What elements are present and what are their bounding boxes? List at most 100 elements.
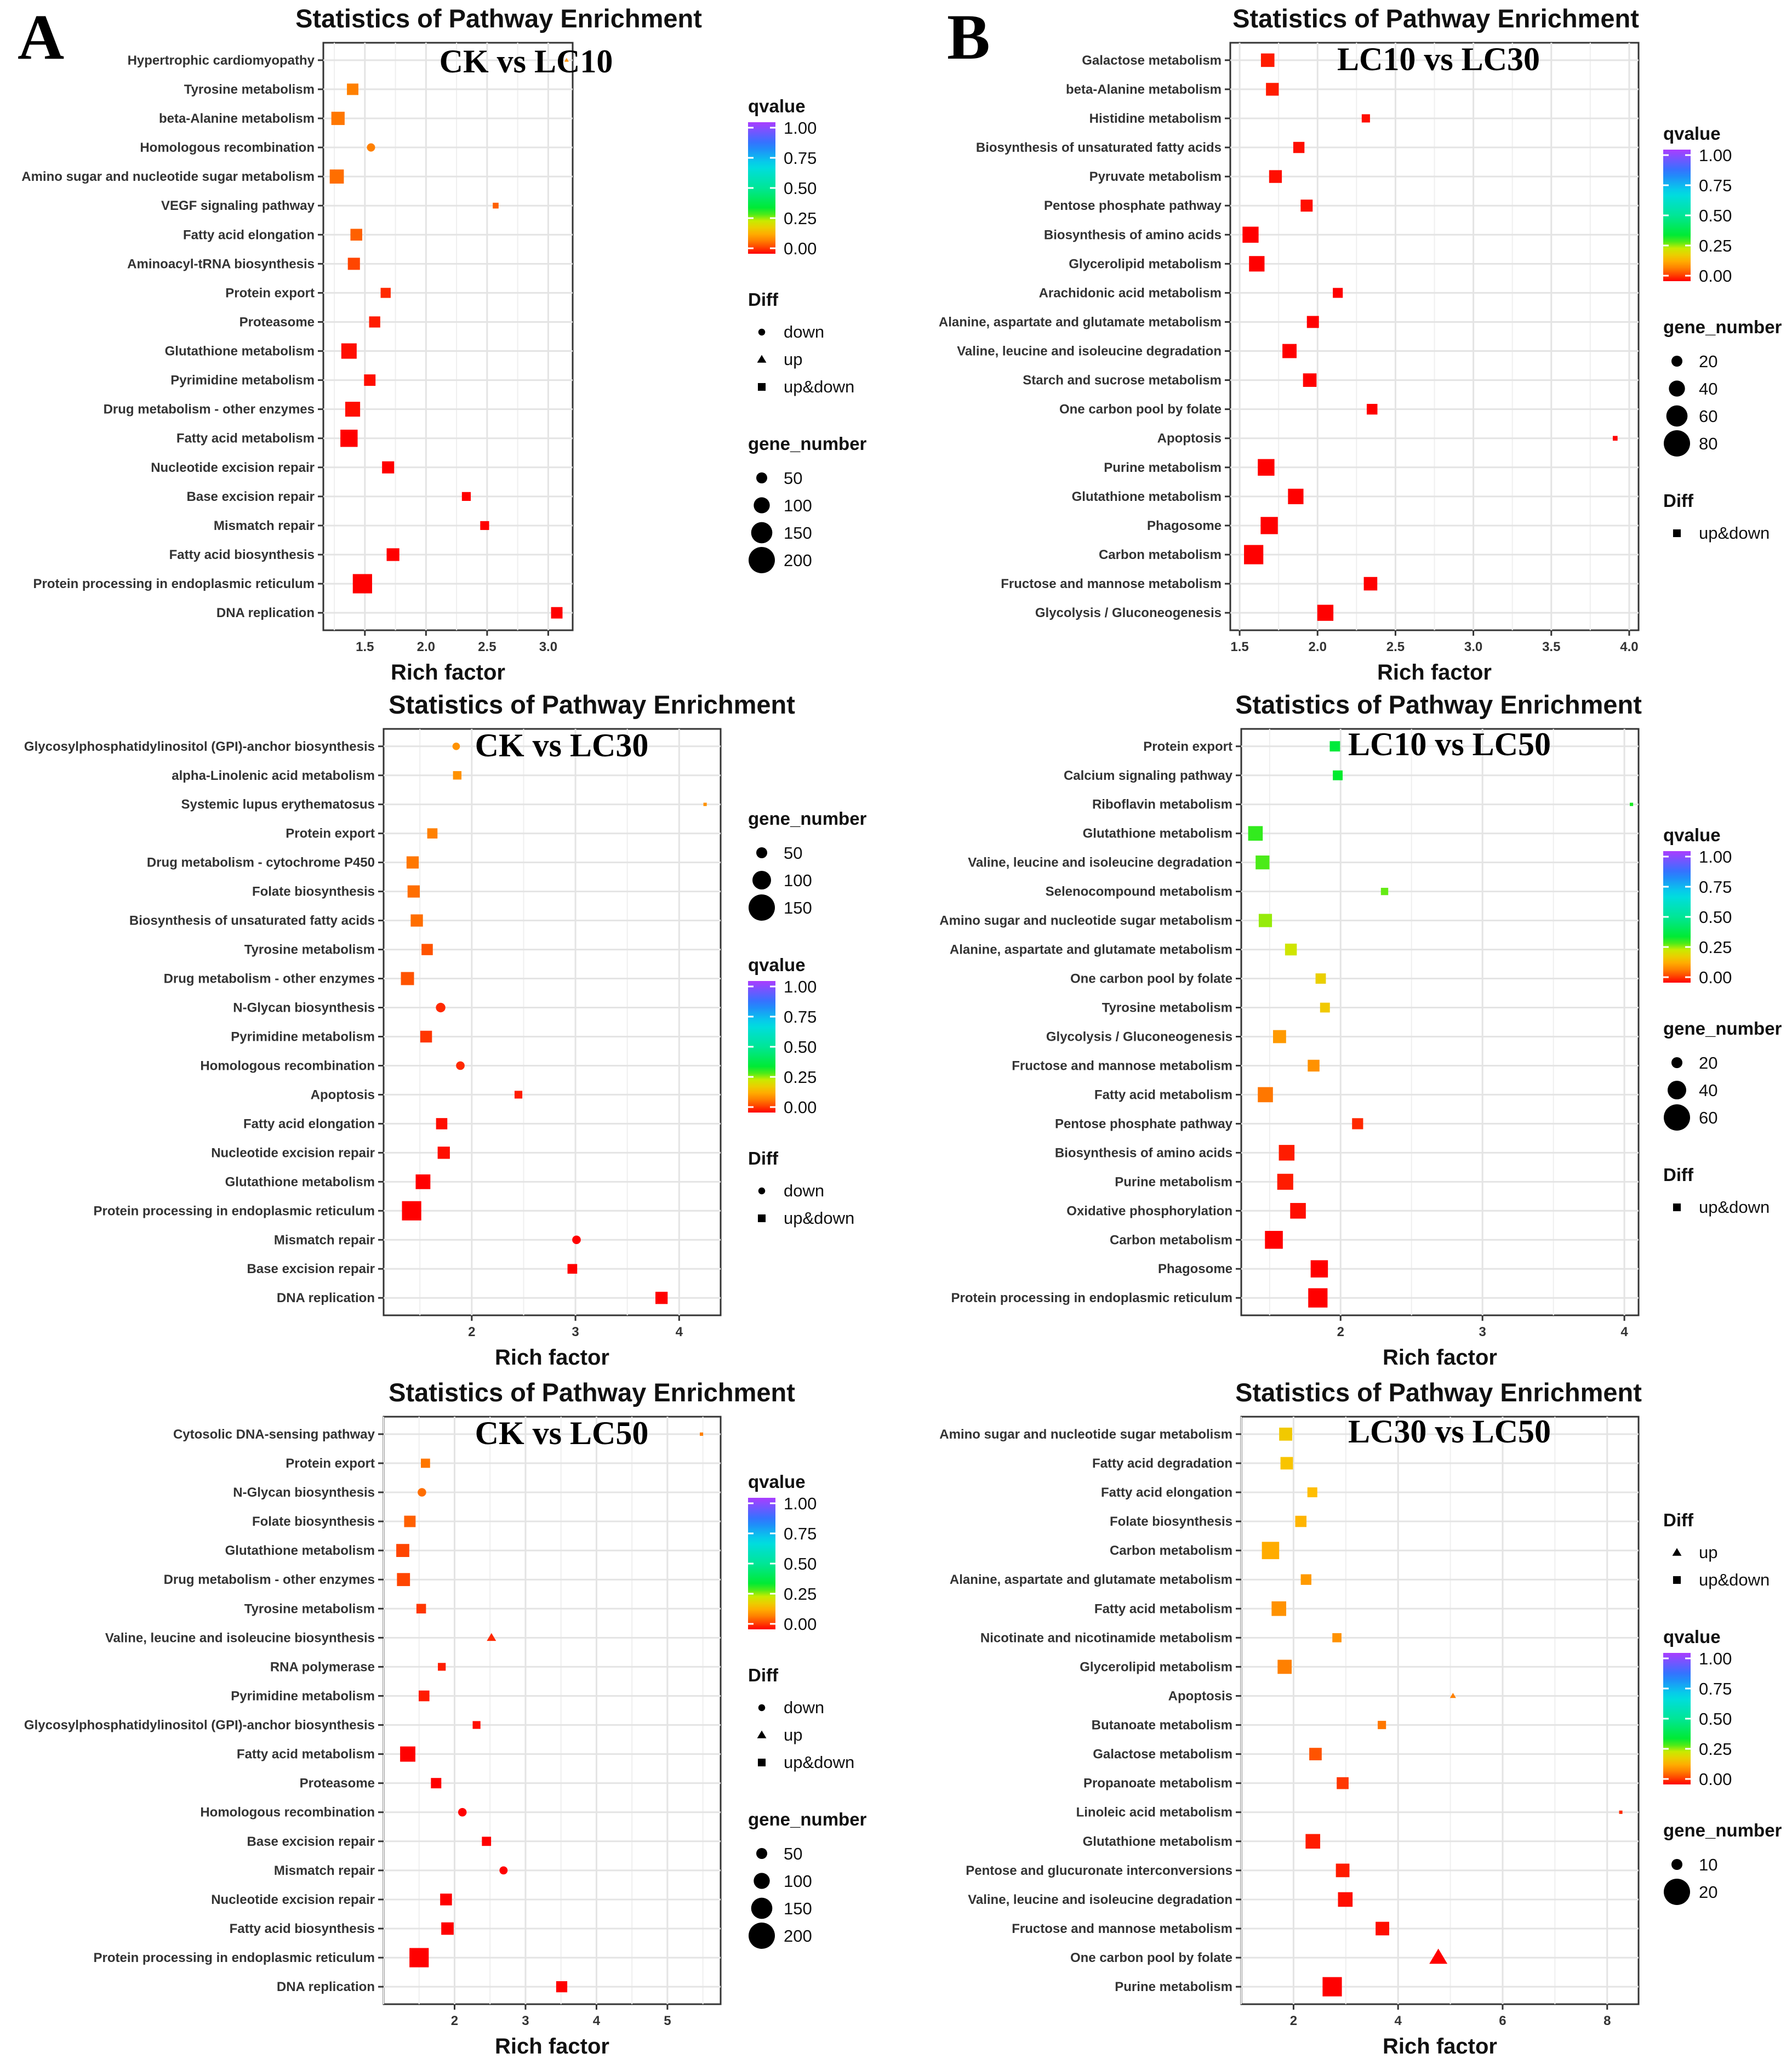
legend-marker-size [1664, 430, 1690, 457]
y-tick-label: Nucleotide excision repair [151, 460, 315, 475]
chart-title: Statistics of Pathway Enrichment [1235, 690, 1642, 719]
legend-marker-size [754, 497, 770, 514]
colorbar-tick-label: 0.50 [784, 179, 817, 198]
data-point [1333, 770, 1343, 780]
x-tick-label: 2 [1337, 1325, 1344, 1339]
x-tick-label: 2 [451, 2014, 458, 2028]
x-axis-label: Rich factor [495, 2034, 609, 2058]
data-point [1293, 141, 1305, 153]
data-point [347, 258, 360, 270]
y-tick-label: Fructose and mannose metabolism [1012, 1058, 1232, 1073]
y-tick-label: Fatty acid metabolism [176, 431, 315, 446]
data-point [1320, 1002, 1330, 1013]
data-point [453, 771, 462, 780]
legend-marker-size [749, 547, 775, 573]
data-point [1378, 1720, 1386, 1730]
data-point [1277, 1173, 1293, 1190]
y-tick-label: Proteasome [300, 1776, 375, 1791]
legend-label-size: 40 [1699, 379, 1717, 398]
x-tick-label: 8 [1603, 2014, 1611, 2028]
y-tick-label: Fatty acid degradation [1092, 1456, 1232, 1471]
colorbar-tick-label: 0.00 [1699, 1770, 1732, 1789]
y-tick-label: Fatty acid elongation [1101, 1485, 1232, 1500]
data-point [1262, 1542, 1280, 1559]
y-tick-label: Nucleotide excision repair [211, 1145, 375, 1160]
data-point [1333, 288, 1343, 298]
data-point [452, 742, 460, 750]
data-point [329, 169, 344, 184]
legend-title-qvalue: qvalue [748, 955, 806, 975]
data-point [1265, 1230, 1283, 1249]
y-tick-label: Alanine, aspartate and glutamate metabol… [939, 315, 1222, 329]
y-tick-label: Apoptosis [1168, 1689, 1232, 1703]
chart-panel-3: Glycosylphosphatidylinositol (GPI)-ancho… [24, 690, 867, 1370]
legend-marker-size [749, 1923, 775, 1949]
data-point [1300, 1574, 1311, 1585]
legend-title-gene-number: gene_number [1663, 1820, 1782, 1840]
x-tick-label: 2.0 [1309, 640, 1327, 654]
y-tick-label: Cytosolic DNA-sensing pathway [173, 1427, 375, 1442]
legend-label-diff: up [784, 350, 802, 369]
y-tick-label: Valine, leucine and isoleucine degradati… [968, 855, 1232, 870]
colorbar-tick-label: 0.25 [1699, 236, 1732, 255]
y-tick-label: Histidine metabolism [1089, 111, 1222, 126]
y-tick-label: Fatty acid metabolism [237, 1747, 375, 1762]
data-point [482, 1836, 492, 1846]
y-tick-label: Folate biosynthesis [252, 885, 375, 899]
data-point [499, 1866, 508, 1875]
legend-marker-diff [1673, 529, 1681, 538]
legend-label-diff: up&down [784, 377, 854, 396]
data-point [1630, 802, 1634, 806]
colorbar-tick-label: 0.25 [784, 209, 817, 228]
data-point [493, 202, 499, 209]
legend-label-size: 20 [1699, 352, 1717, 371]
y-tick-label: Protein export [1143, 739, 1232, 754]
y-tick-label: Mismatch repair [274, 1233, 375, 1247]
data-point [1337, 1777, 1349, 1789]
legend-label-size: 150 [784, 1899, 812, 1918]
data-point [1244, 545, 1264, 564]
data-point [472, 1721, 481, 1729]
y-tick-label: Carbon metabolism [1110, 1233, 1232, 1247]
y-tick-label: Linoleic acid metabolism [1076, 1805, 1232, 1820]
legend-marker-size [754, 1873, 770, 1889]
data-point [421, 944, 433, 955]
comparison-label: LC30 vs LC50 [1348, 1413, 1551, 1450]
legend-label-size: 200 [784, 551, 812, 570]
y-tick-label: Fructose and mannose metabolism [1012, 1921, 1232, 1936]
colorbar-tick-label: 0.25 [784, 1584, 817, 1604]
y-tick-label: Glutathione metabolism [225, 1543, 375, 1558]
y-tick-label: Arachidonic acid metabolism [1039, 286, 1222, 300]
legend-title-gene-number: gene_number [748, 808, 867, 829]
legend-label-size: 80 [1699, 434, 1717, 453]
y-tick-label: Fructose and mannose metabolism [1001, 577, 1222, 591]
y-tick-label: Amino sugar and nucleotide sugar metabol… [939, 1427, 1232, 1442]
y-tick-label: Valine, leucine and isoleucine degradati… [957, 344, 1222, 359]
legend-marker-size [1671, 1859, 1682, 1870]
legend-label-diff: up&down [1699, 1197, 1770, 1217]
y-tick-label: Mismatch repair [274, 1863, 375, 1878]
colorbar-tick-label: 1.00 [784, 1494, 817, 1513]
colorbar-tick-label: 0.75 [784, 149, 817, 168]
legend-marker-diff [758, 1704, 766, 1712]
data-point [1280, 1457, 1293, 1470]
data-point [699, 1432, 704, 1436]
legend-marker-diff [1673, 1203, 1681, 1212]
y-tick-label: Glutathione metabolism [165, 344, 315, 359]
y-tick-label: DNA replication [277, 1980, 375, 1994]
y-tick-label: Glutathione metabolism [1072, 489, 1222, 504]
y-tick-label: Galactose metabolism [1093, 1747, 1232, 1762]
legend-marker-size [756, 1848, 767, 1859]
y-tick-label: Fatty acid biosynthesis [169, 547, 315, 562]
y-tick-label: Amino sugar and nucleotide sugar metabol… [939, 914, 1232, 928]
y-tick-label: Protein processing in endoplasmic reticu… [951, 1291, 1232, 1305]
plot-area [1240, 1416, 1640, 2005]
y-tick-label: Tyrosine metabolism [184, 82, 315, 97]
x-tick-label: 5 [664, 2014, 671, 2028]
data-point [1329, 741, 1340, 752]
data-point [1429, 1948, 1448, 1964]
data-point [1290, 1203, 1306, 1219]
data-point [364, 374, 376, 386]
legend-title-qvalue: qvalue [748, 1471, 806, 1492]
colorbar-tick-label: 0.75 [1699, 877, 1732, 897]
